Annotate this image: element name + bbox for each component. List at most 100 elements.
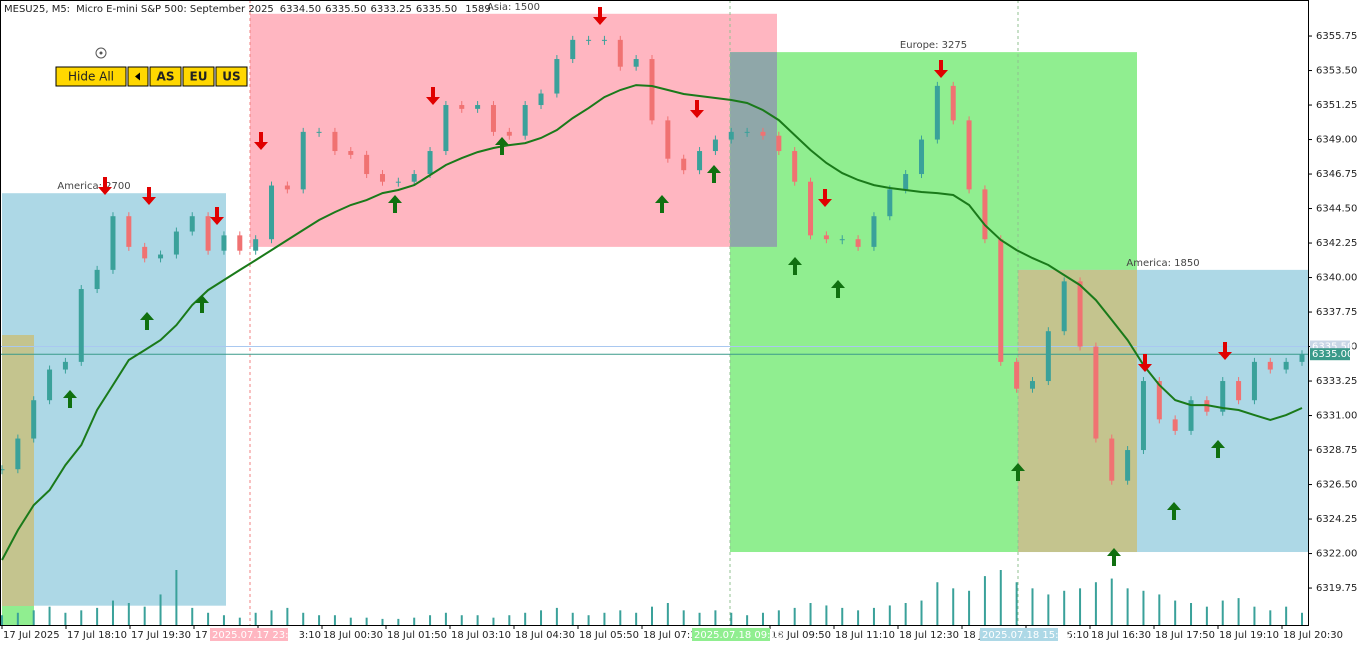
volume-bar (872, 607, 875, 625)
y-tick-label: 6355.75 (1316, 31, 1357, 42)
candle (1156, 381, 1162, 420)
button[interactable] (149, 66, 182, 87)
candle (919, 139, 925, 175)
candle (839, 239, 845, 241)
button[interactable] (55, 66, 127, 87)
header-part: 6335.50 (325, 4, 366, 15)
candle (792, 151, 798, 182)
candle (982, 189, 988, 240)
candle (1283, 361, 1289, 370)
candle (158, 254, 164, 259)
button[interactable] (182, 66, 215, 87)
candle (522, 105, 528, 136)
candle (1061, 281, 1067, 332)
candle (459, 105, 465, 109)
volume-bar (587, 615, 590, 625)
button[interactable] (215, 66, 248, 87)
volume-bar (64, 612, 67, 625)
volume-bar (904, 603, 907, 625)
candle (855, 239, 861, 247)
volume-bar (207, 612, 210, 625)
candle (633, 59, 639, 67)
volume-bar (48, 606, 51, 625)
candle (1109, 438, 1115, 481)
header-part: 6334.50 (280, 4, 321, 15)
session-overlap (730, 52, 777, 247)
button-label[interactable]: US (222, 70, 240, 84)
candle (1188, 400, 1194, 431)
volume-bar (1126, 588, 1129, 625)
x-tick-label: 18 Jul 09:50 (771, 630, 831, 641)
volume-bar (381, 618, 384, 625)
candle (1299, 354, 1305, 362)
candle (1251, 361, 1257, 401)
volume-bar (96, 607, 99, 625)
candle (221, 235, 227, 251)
button-label[interactable]: EU (190, 70, 208, 84)
candle (744, 131, 750, 133)
candle (887, 189, 893, 217)
volume-bar (746, 615, 749, 625)
sell-arrow (142, 187, 156, 205)
volume-bar (476, 615, 479, 625)
y-tick-label: 6328.75 (1316, 445, 1357, 456)
volume-bar (80, 610, 83, 625)
time-highlight (980, 628, 1058, 641)
buy-arrow (788, 257, 802, 275)
time-highlight-label: 2025.07.18 15:00 (982, 630, 1071, 641)
candle (253, 239, 259, 251)
volume-bar (1190, 603, 1193, 625)
y-tick-label: 6344.50 (1316, 204, 1357, 215)
x-tick-label: 3:10 (299, 630, 321, 641)
volume-bar (1253, 606, 1256, 625)
volume-bar (1174, 600, 1177, 625)
candle (1125, 450, 1131, 481)
volume-bar (968, 590, 971, 625)
time-highlight-label: 2025.07.18 09:00 (694, 630, 783, 641)
volume-bar (349, 617, 352, 625)
button-label[interactable]: AS (157, 70, 175, 84)
x-tick-label: 18 Jul 16:30 (1091, 630, 1151, 641)
volume-bar (159, 594, 162, 625)
candle (411, 174, 417, 182)
volume-bar (318, 615, 321, 625)
candle (31, 400, 37, 439)
plot-frame (0, 0, 1309, 626)
volume-bar (777, 610, 780, 625)
candle (332, 131, 338, 152)
button-label[interactable]: Hide All (68, 70, 114, 84)
sell-arrow (254, 132, 268, 150)
candle (47, 369, 53, 401)
candle (728, 131, 734, 140)
volume-bar (254, 612, 257, 625)
sell-arrow (210, 207, 224, 225)
x-tick-label: 18 Jul 20:30 (1283, 630, 1343, 641)
session-label: America: 1850 (1126, 258, 1199, 269)
candle (998, 239, 1004, 362)
candle (173, 231, 179, 255)
sell-arrow (1138, 354, 1152, 372)
candle (62, 361, 68, 370)
candle (776, 135, 782, 152)
volume-bar (809, 603, 812, 625)
candle (316, 131, 322, 133)
candle (490, 105, 496, 132)
candle (903, 174, 909, 190)
candle (538, 93, 544, 106)
session-overlap (1018, 269, 1137, 553)
candle (665, 120, 671, 159)
y-tick-label: 6322.00 (1316, 549, 1357, 560)
volume-bar (16, 612, 19, 625)
volume-bar (1015, 582, 1018, 625)
y-tick-label: 6346.75 (1316, 169, 1357, 180)
x-tick-label: 18 Jul 17:50 (1155, 630, 1215, 641)
candle (78, 289, 84, 362)
candle (554, 59, 560, 94)
buy-arrow (140, 312, 154, 330)
volume-bar (444, 612, 447, 625)
candle (300, 131, 306, 190)
buy-arrow (1107, 548, 1121, 566)
volume-bar (270, 610, 273, 625)
candle (570, 39, 576, 60)
